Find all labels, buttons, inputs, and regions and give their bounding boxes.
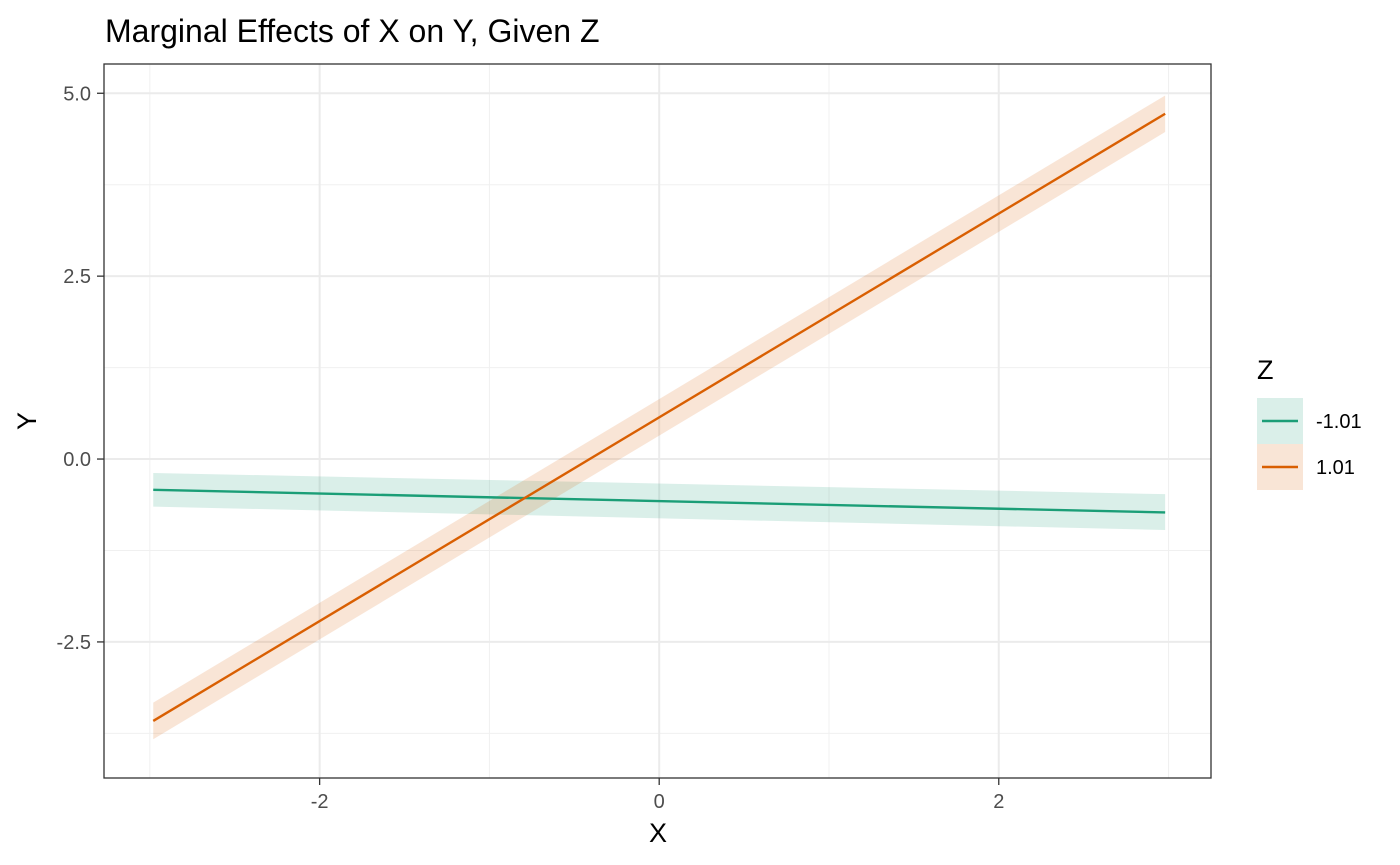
legend-label-1.01: 1.01 xyxy=(1316,457,1355,479)
series-line-1.01 xyxy=(152,112,1166,722)
legend-title: Z xyxy=(1257,355,1274,385)
panel-background xyxy=(104,64,1211,778)
x-tick-label: 2 xyxy=(993,791,1004,813)
panel-border xyxy=(103,63,1212,779)
y-axis-title: Y xyxy=(12,412,42,430)
y-axis: -2.5 0.0 2.5 5.0 xyxy=(57,83,104,654)
series-line--1.01 xyxy=(153,488,1166,514)
minor-gridlines xyxy=(104,64,1211,778)
y-tick-label: 0.0 xyxy=(63,449,91,471)
x-tick-label: 0 xyxy=(654,791,665,813)
panel-border-rect xyxy=(103,63,1212,779)
major-gridlines xyxy=(104,64,1211,778)
plot-panel xyxy=(104,64,1211,778)
legend: Z -1.01 1.01 xyxy=(1257,355,1362,490)
x-tick-label: -2 xyxy=(311,791,329,813)
x-axis-title: X xyxy=(649,818,667,848)
legend-label--1.01: -1.01 xyxy=(1316,411,1362,433)
y-tick-label: -2.5 xyxy=(57,632,91,654)
y-tick-label: 5.0 xyxy=(63,83,91,105)
chart-title: Marginal Effects of X on Y, Given Z xyxy=(105,13,599,49)
x-axis: -2 0 2 xyxy=(311,778,1004,813)
series-lines xyxy=(152,112,1166,722)
y-tick-label: 2.5 xyxy=(63,266,91,288)
